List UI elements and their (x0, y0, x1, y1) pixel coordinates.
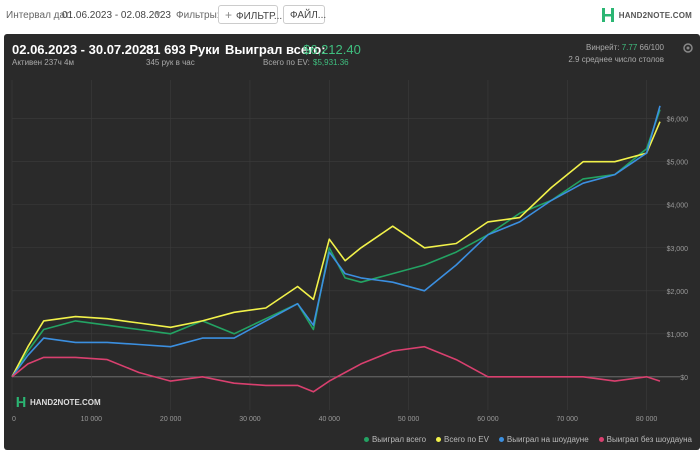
y-tick-label: $3,000 (667, 246, 689, 253)
series-line-no_showdown (11, 345, 661, 393)
file-button[interactable]: ФАЙЛ... (283, 5, 327, 24)
legend-dot (436, 437, 442, 442)
chart-watermark: HAND2NOTE.COM (16, 396, 101, 408)
legend-label: Выиграл без шоудауна (606, 435, 692, 444)
file-button-label: ФАЙЛ... (290, 10, 327, 21)
date-range: 02.06.2023 - 30.07.2023 (12, 42, 154, 57)
legend-dot (598, 437, 604, 442)
watermark-logo-icon (16, 397, 26, 407)
y-tick-label: $2,000 (667, 289, 689, 296)
winrate-label: Винрейт: (586, 43, 620, 52)
winrate: Винрейт: 7.77 66/100 (586, 43, 664, 52)
legend-item-no_showdown[interactable]: Выиграл без шоудауна (598, 435, 692, 444)
y-tick-label: $5,000 (667, 160, 689, 167)
series-line-ev (11, 121, 661, 378)
chart-lines (11, 105, 661, 393)
legend-label: Выиграл на шоудауне (506, 435, 589, 444)
chart-grid (11, 80, 680, 410)
legend-dot (498, 437, 504, 442)
legend-item-won_total[interactable]: Выиграл всего (363, 435, 427, 444)
logo-text: HAND2NOTE.COM (618, 10, 692, 20)
legend-item-showdown[interactable]: Выиграл на шоудауне (498, 435, 589, 444)
plus-icon: + (225, 8, 233, 22)
gear-icon[interactable] (682, 42, 694, 54)
y-tick-label: $4,000 (667, 203, 689, 210)
x-tick-label: 70 000 (557, 416, 579, 423)
ev-label: Всего по EV: (263, 58, 310, 67)
filters-label: Фильтры: (176, 10, 220, 21)
x-axis-ticks: 0 10 000 20 000 30 000 40 000 50 000 60 000 70 … (12, 416, 657, 423)
x-tick-label: 20 000 (160, 416, 182, 423)
winrate-value: 7.77 (621, 43, 638, 52)
hands-per-hour: 345 рук в час (146, 58, 195, 67)
x-tick-label: 30 000 (239, 416, 261, 423)
y-axis-ticks: $0 $1,000 $2,000 $3,000 $4,000 $5,000 $6,000 (667, 117, 689, 382)
legend-label: Выиграл всего (371, 435, 427, 444)
avg-tables: 2.9 среднее число столов (568, 55, 664, 64)
ev-value: $5,931.36 (313, 58, 349, 67)
graph-chart: 0 10 000 20 000 30 000 40 000 50 000 60 000 70 … (11, 80, 689, 423)
hands-count: 81 693 Руки (146, 42, 220, 57)
x-tick-label: 50 000 (398, 416, 420, 423)
toolbar: Интервал дат: 01.06.2023 - 02.08.2023 Фи… (0, 0, 700, 30)
chart-legend: Выиграл всего Всего по EV Выиграл на шоуда… (363, 435, 692, 444)
legend-label: Всего по EV (444, 435, 489, 444)
active-time: Активен 237ч 4м (12, 58, 74, 67)
legend-dot (363, 437, 369, 442)
won-total-label: Выиграл всего: (225, 42, 326, 57)
legend-item-ev[interactable]: Всего по EV (436, 435, 489, 444)
x-tick-label: 80 000 (636, 416, 658, 423)
hand2note-logo-icon (601, 8, 614, 22)
series-line-won_total (11, 109, 661, 378)
winrate-suffix: 66/100 (639, 43, 664, 52)
y-tick-label: $6,000 (667, 117, 689, 124)
x-tick-label: 10 000 (81, 416, 103, 423)
x-tick-label: 0 (12, 416, 16, 423)
date-interval-select[interactable]: 01.06.2023 - 02.08.2023 (62, 10, 171, 21)
series-line-showdown (11, 105, 661, 378)
y-tick-label: $0 (680, 375, 688, 382)
chevron-down-icon[interactable] (155, 12, 161, 16)
interval-label: Интервал дат: (6, 10, 73, 21)
filter-button-label: ФИЛЬТР... (236, 11, 283, 22)
x-tick-label: 40 000 (319, 416, 341, 423)
x-tick-label: 60 000 (477, 416, 499, 423)
hand2note-logo: HAND2NOTE.COM (601, 6, 692, 24)
filter-button[interactable]: + ФИЛЬТР... (218, 5, 282, 24)
graph-panel: 02.06.2023 - 30.07.2023 Активен 237ч 4м … (4, 34, 700, 450)
watermark-text: HAND2NOTE.COM (30, 397, 101, 407)
y-tick-label: $1,000 (667, 332, 689, 339)
won-total-value: $6,212.40 (303, 42, 361, 57)
